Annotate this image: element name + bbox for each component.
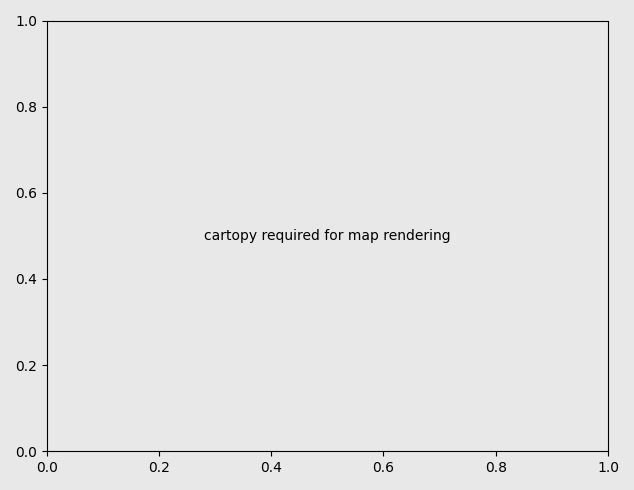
Text: cartopy required for map rendering: cartopy required for map rendering bbox=[204, 229, 451, 243]
